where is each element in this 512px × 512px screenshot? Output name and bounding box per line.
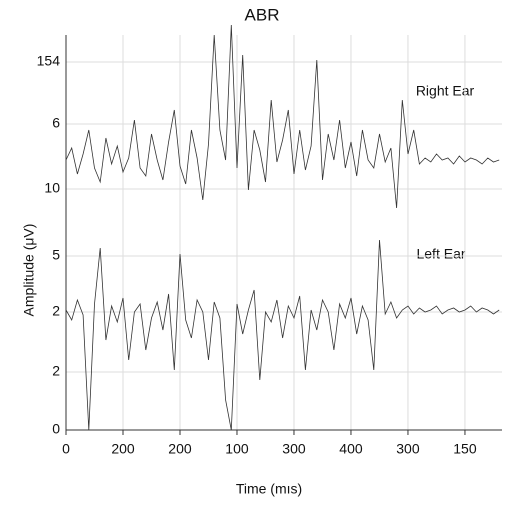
x-tick-label: 200 xyxy=(168,441,192,457)
y-tick-label: 0 xyxy=(52,421,60,437)
y-tick-label: 154 xyxy=(37,53,61,69)
x-tick-label: 200 xyxy=(111,441,135,457)
line-series xyxy=(65,24,500,209)
x-tick-label: 150 xyxy=(453,441,477,457)
x-tick-label: 300 xyxy=(282,441,306,457)
x-axis-label: Time (mıs) xyxy=(236,481,302,497)
x-tick-label: 400 xyxy=(339,441,363,457)
annotation: Left Ear xyxy=(416,246,465,262)
x-tick-label: 100 xyxy=(225,441,249,457)
chart-title: ABR xyxy=(245,5,280,24)
y-tick-label: 6 xyxy=(52,115,60,131)
y-tick-label: 10 xyxy=(44,180,60,196)
x-tick-label: 300 xyxy=(396,441,420,457)
y-axis-label: Amplitude (μV) xyxy=(21,224,37,317)
annotation: Right Ear xyxy=(416,83,475,99)
y-tick-label: 5 xyxy=(52,247,60,263)
y-tick-label: 2 xyxy=(52,303,60,319)
y-tick-label: 2 xyxy=(52,363,60,379)
x-tick-label: 0 xyxy=(62,441,70,457)
line-series xyxy=(65,239,500,431)
